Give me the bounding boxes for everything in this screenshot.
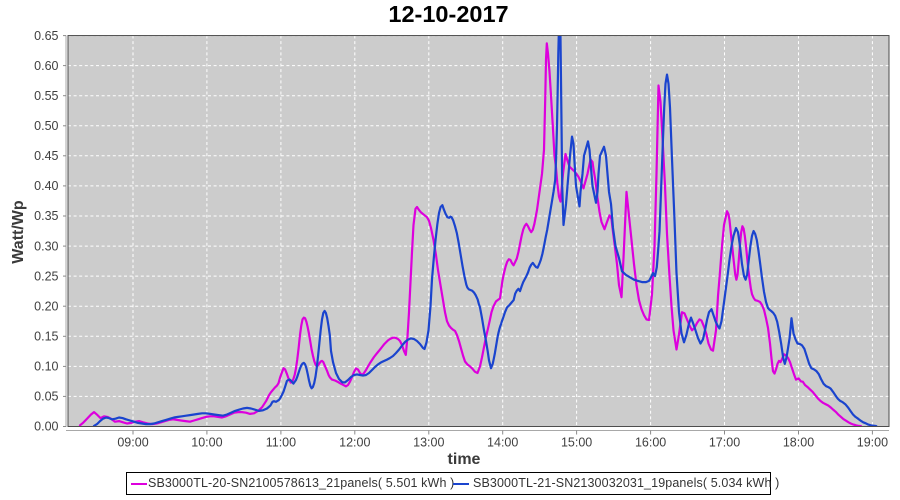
svg-text:18:00: 18:00 (783, 436, 814, 450)
svg-text:0.35: 0.35 (34, 209, 58, 223)
svg-text:0.55: 0.55 (34, 89, 58, 103)
svg-text:0.50: 0.50 (34, 119, 58, 133)
svg-text:0.30: 0.30 (34, 239, 58, 253)
svg-text:0.00: 0.00 (34, 420, 58, 434)
svg-text:17:00: 17:00 (709, 436, 740, 450)
svg-text:11:00: 11:00 (266, 436, 296, 450)
svg-text:0.60: 0.60 (34, 59, 58, 73)
svg-text:0.05: 0.05 (34, 390, 58, 404)
svg-text:10:00: 10:00 (191, 436, 222, 450)
svg-text:12:00: 12:00 (339, 436, 370, 450)
svg-text:16:00: 16:00 (635, 436, 666, 450)
svg-text:0.15: 0.15 (34, 330, 58, 344)
svg-text:0.65: 0.65 (34, 29, 58, 43)
svg-text:09:00: 09:00 (117, 436, 148, 450)
svg-text:0.25: 0.25 (34, 269, 58, 283)
svg-text:15:00: 15:00 (561, 436, 592, 450)
svg-text:14:00: 14:00 (487, 436, 518, 450)
svg-text:13:00: 13:00 (413, 436, 444, 450)
svg-text:19:00: 19:00 (857, 436, 888, 450)
svg-text:0.20: 0.20 (34, 299, 58, 313)
svg-text:0.45: 0.45 (34, 149, 58, 163)
svg-text:0.10: 0.10 (34, 360, 58, 374)
svg-text:0.40: 0.40 (34, 179, 58, 193)
